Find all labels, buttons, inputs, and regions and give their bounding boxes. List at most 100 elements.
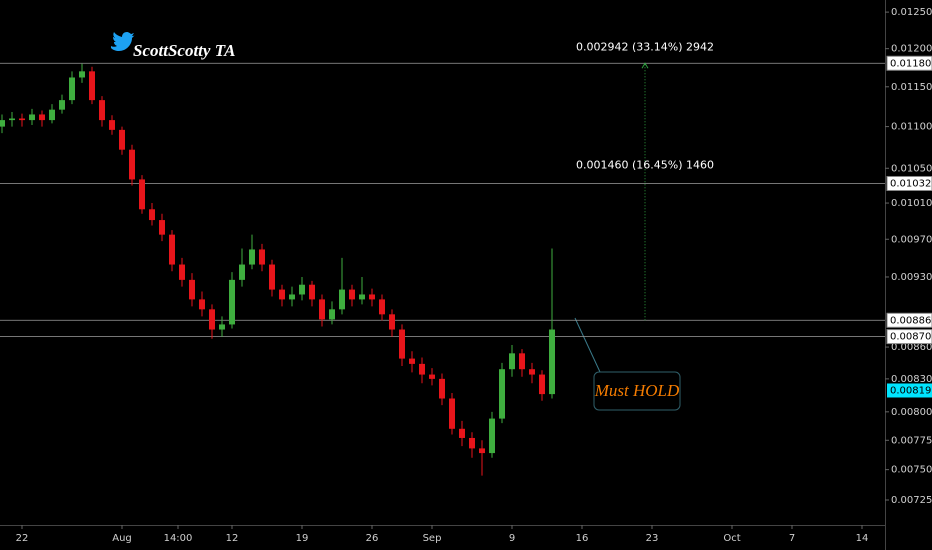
candle-body bbox=[129, 149, 135, 180]
candle-body bbox=[549, 329, 555, 395]
twitter-icon bbox=[111, 32, 135, 51]
candle-body bbox=[239, 264, 245, 280]
candle-body bbox=[509, 353, 515, 370]
candle bbox=[509, 344, 515, 377]
callout-text: Must HOLD bbox=[594, 381, 680, 400]
candle-body bbox=[99, 100, 105, 121]
level-label: 0.011806 bbox=[890, 58, 932, 69]
candle-body bbox=[9, 118, 15, 121]
candle bbox=[319, 294, 325, 327]
candle-body bbox=[249, 249, 255, 265]
candle bbox=[429, 368, 435, 386]
candle-body bbox=[359, 294, 365, 300]
watermark-text: ScottScotty TA bbox=[133, 41, 235, 60]
candle bbox=[19, 113, 25, 127]
x-tick-label: 16 bbox=[576, 533, 589, 544]
candle-body bbox=[0, 120, 6, 127]
candle bbox=[519, 349, 525, 377]
candle bbox=[109, 115, 115, 135]
candle bbox=[309, 280, 315, 307]
candle-body bbox=[219, 324, 225, 330]
candle bbox=[69, 71, 75, 105]
candle bbox=[399, 324, 405, 367]
x-tick-label: 26 bbox=[366, 533, 379, 544]
measure-mid-label: 0.001460 (16.45%) 1460 bbox=[576, 158, 714, 171]
candle-body bbox=[309, 284, 315, 300]
candle-body bbox=[179, 264, 185, 280]
candle-body bbox=[529, 369, 535, 375]
candle bbox=[0, 114, 6, 134]
candle-body bbox=[59, 100, 65, 110]
candle bbox=[239, 248, 245, 287]
x-tick-label: 14 bbox=[856, 533, 869, 544]
candle bbox=[499, 362, 505, 424]
x-tick-label: 19 bbox=[296, 533, 309, 544]
candle-body bbox=[119, 129, 125, 150]
candle bbox=[369, 288, 375, 307]
candle-body bbox=[339, 289, 345, 310]
candle-body bbox=[279, 289, 285, 300]
candle bbox=[269, 259, 275, 297]
candle-body bbox=[139, 179, 145, 210]
candle bbox=[119, 126, 125, 155]
level-label: 0.010323 bbox=[890, 178, 932, 189]
candle bbox=[39, 110, 45, 127]
candle-body bbox=[209, 309, 215, 330]
candle bbox=[379, 294, 385, 321]
candle bbox=[169, 230, 175, 272]
candle-body bbox=[469, 437, 475, 449]
candle bbox=[539, 370, 545, 401]
candle bbox=[9, 112, 15, 127]
candle-body bbox=[449, 398, 455, 429]
x-tick-label: Aug bbox=[112, 533, 132, 544]
candle bbox=[389, 309, 395, 337]
callout-box bbox=[593, 371, 681, 411]
candle bbox=[139, 175, 145, 214]
candle bbox=[359, 276, 365, 305]
current-price-badge bbox=[887, 383, 932, 398]
candle bbox=[79, 63, 85, 83]
level-badge bbox=[886, 55, 932, 71]
level-badge bbox=[886, 312, 932, 328]
candle bbox=[439, 373, 445, 406]
candle-body bbox=[79, 71, 85, 78]
candle-body bbox=[349, 289, 355, 300]
candle bbox=[449, 393, 455, 435]
measure-label: 0.002942 (33.14%) 2942 bbox=[576, 40, 714, 53]
candle bbox=[349, 284, 355, 307]
measure-arrow bbox=[641, 62, 649, 69]
callout: Must HOLD bbox=[574, 317, 681, 411]
candle-body bbox=[89, 71, 95, 101]
watermark: ScottScotty TA bbox=[111, 32, 235, 60]
candle-body bbox=[409, 358, 415, 364]
candle bbox=[209, 304, 215, 339]
candle-body bbox=[459, 428, 465, 438]
x-tick-label: Oct bbox=[723, 533, 740, 544]
candle-body bbox=[489, 418, 495, 454]
candle-body bbox=[199, 299, 205, 310]
x-tick-label: Sep bbox=[423, 533, 442, 544]
candle-body bbox=[259, 249, 265, 265]
candle bbox=[259, 243, 265, 272]
level-badge bbox=[886, 175, 932, 191]
candle bbox=[189, 273, 195, 307]
candle bbox=[159, 213, 165, 242]
candle-body bbox=[479, 448, 485, 454]
candle bbox=[59, 94, 65, 114]
candle bbox=[469, 432, 475, 458]
x-tick-label: 23 bbox=[646, 533, 659, 544]
candle-body bbox=[49, 109, 55, 121]
candle-body bbox=[229, 279, 235, 325]
candle-body bbox=[539, 374, 545, 395]
candle bbox=[529, 362, 535, 384]
x-tick-label: 14:00 bbox=[164, 533, 193, 544]
